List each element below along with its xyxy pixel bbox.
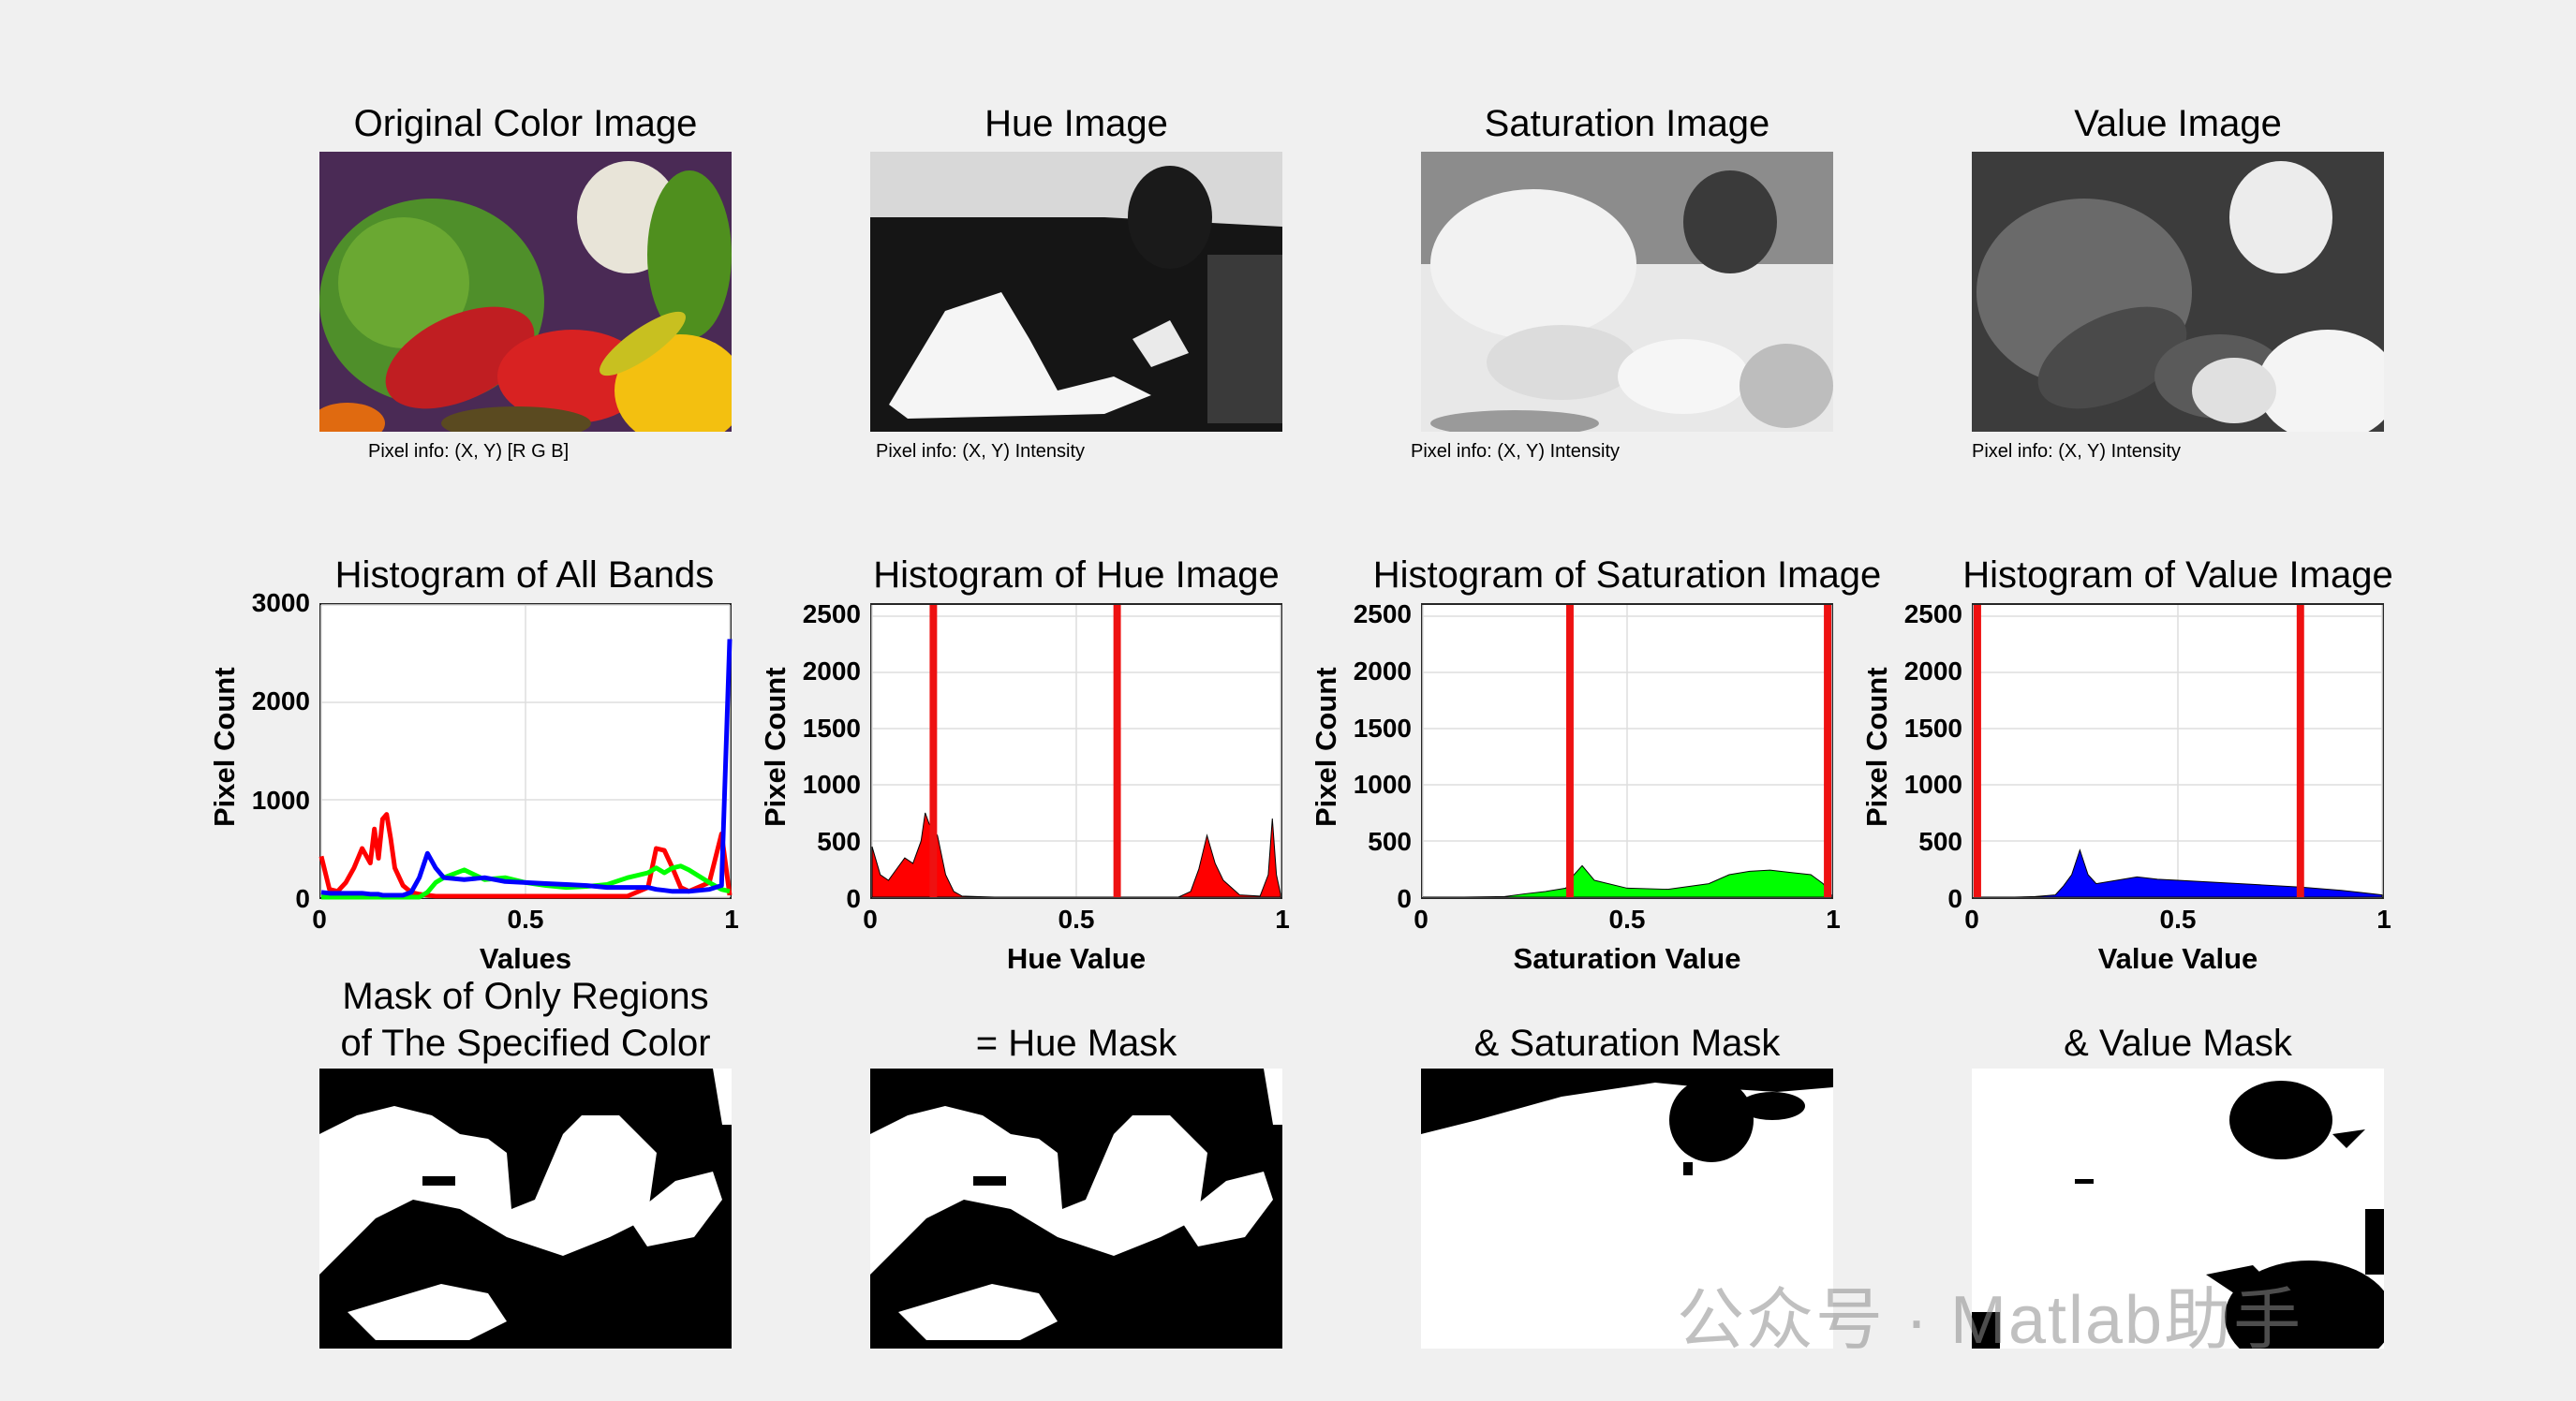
saturation-mask-image[interactable] [1421,1069,1833,1349]
hue-mask-image[interactable] [870,1069,1282,1349]
y-tick-label: 500 [817,827,861,857]
combined-mask-shape [319,1069,732,1349]
mask-title-combined-2: of The Specified Color [340,1023,711,1064]
hue-mask-shape [870,1069,1282,1349]
hist-title-all: Histogram of All Bands [334,554,715,596]
y-tick-label: 1000 [251,785,310,815]
x-tick-label: 1 [2376,905,2391,934]
y-tick-label: 2500 [802,599,861,629]
x-tick-label: 0.5 [1608,905,1646,934]
title-saturation: Saturation Image [1484,103,1770,144]
ylabel-hue: Pixel Count [759,667,792,827]
saturation-image[interactable] [1421,152,1833,432]
title-hue: Hue Image [985,103,1168,144]
xlabel-all: Values [479,942,572,975]
x-tick-label: 0 [1414,905,1429,934]
value-grayscale [1972,152,2384,432]
hist-title-saturation: Histogram of Saturation Image [1372,554,1882,596]
value-mask-image[interactable] [1972,1069,2384,1349]
value-image[interactable] [1972,152,2384,432]
y-tick-label: 0 [295,884,310,913]
y-tick-label: 2500 [1353,599,1412,629]
xlabel-saturation: Saturation Value [1513,942,1741,975]
series-line-2 [320,639,733,898]
y-tick-label: 500 [1918,827,1962,857]
x-tick-label: 0.5 [507,905,544,934]
x-tick-label: 1 [1275,905,1290,934]
ylabel-value: Pixel Count [1860,667,1893,827]
y-tick-label: 1500 [1903,713,1962,743]
histogram-area [1974,848,2383,898]
mask-title-value: & Value Mask [2064,1023,2292,1064]
x-tick-label: 0 [312,905,327,934]
y-tick-label: 1000 [1353,770,1412,800]
y-tick-label: 2500 [1903,599,1962,629]
x-tick-label: 1 [724,905,739,934]
y-tick-label: 1500 [1353,713,1412,743]
mask-title-saturation: & Saturation Mask [1473,1023,1781,1064]
mask-title-hue: = Hue Mask [975,1023,1177,1064]
original-color-image[interactable] [319,152,732,432]
y-tick-label: 3000 [251,588,310,617]
y-tick-label: 2000 [802,656,861,686]
x-tick-label: 0 [863,905,878,934]
ylabel-saturation: Pixel Count [1310,667,1342,827]
hist-title-value: Histogram of Value Image [1962,554,2393,596]
pixel-info-original: Pixel info: (X, Y) [R G B] [368,441,570,462]
histogram-value[interactable] [1972,603,2384,899]
histogram-area [871,812,1281,898]
y-tick-label: 1500 [802,713,861,743]
hue-image[interactable] [870,152,1282,432]
x-tick-label: 1 [1826,905,1841,934]
pixel-info-value: Pixel info: (X, Y) Intensity [1972,441,2182,462]
y-tick-label: 500 [1368,827,1412,857]
y-tick-label: 1000 [1903,770,1962,800]
x-tick-label: 0.5 [2159,905,2197,934]
title-original: Original Color Image [353,103,698,144]
saturation-grayscale [1421,152,1833,432]
y-tick-label: 2000 [1903,656,1962,686]
y-tick-label: 0 [1397,884,1412,913]
y-tick-label: 1000 [802,770,861,800]
hue-grayscale [870,152,1282,432]
mask-title-combined-1: Mask of Only Regions [342,976,709,1017]
value-mask-shape [1972,1069,2384,1349]
xlabel-hue: Hue Value [1006,942,1147,975]
x-tick-label: 0.5 [1058,905,1095,934]
title-value: Value Image [2074,103,2282,144]
pixel-info-hue: Pixel info: (X, Y) Intensity [876,441,1086,462]
y-tick-label: 2000 [1353,656,1412,686]
ylabel-all: Pixel Count [208,667,241,827]
xlabel-value: Value Value [2097,942,2258,975]
x-tick-label: 0 [1964,905,1979,934]
histogram-hue[interactable] [870,603,1282,899]
peppers-image [319,152,732,432]
series-line-0 [318,812,733,899]
histogram-saturation[interactable] [1421,603,1833,899]
hist-title-hue: Histogram of Hue Image [873,554,1280,596]
pixel-info-saturation: Pixel info: (X, Y) Intensity [1411,441,1621,462]
y-tick-label: 0 [846,884,861,913]
y-tick-label: 2000 [251,686,310,716]
y-tick-label: 0 [1947,884,1962,913]
histogram-all-bands[interactable] [318,603,733,900]
combined-mask-image[interactable] [319,1069,732,1349]
histogram-area [1423,864,1832,898]
watermark-text: 公众号 · Matlab助手 [1677,1283,2303,1358]
saturation-mask-shape [1421,1069,1833,1349]
